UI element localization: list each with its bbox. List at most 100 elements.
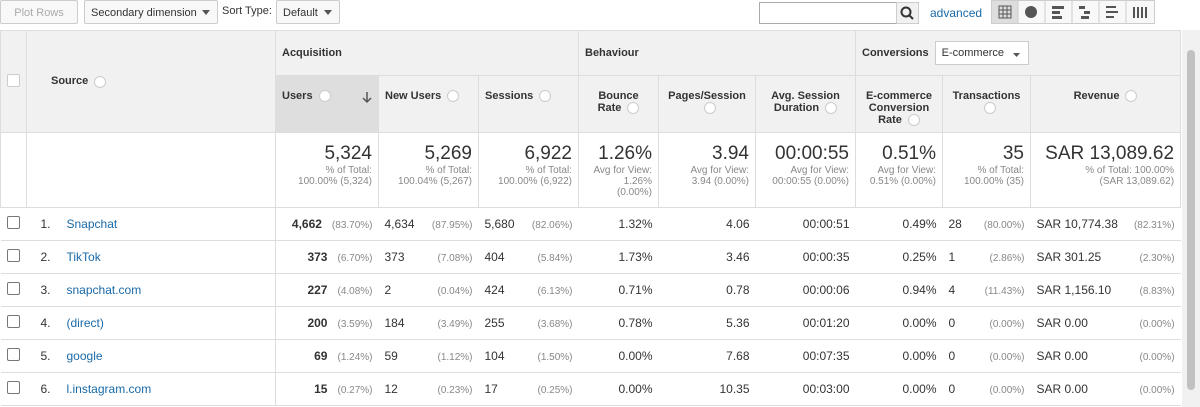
- metric-cell: 00:00:06: [755, 273, 856, 307]
- help-icon[interactable]: [447, 90, 460, 103]
- source-link[interactable]: l.instagram.com: [66, 382, 152, 396]
- metric-percent: (82.31%): [1133, 220, 1175, 231]
- help-icon[interactable]: [627, 102, 640, 115]
- row-checkbox[interactable]: [7, 249, 20, 262]
- source-link[interactable]: Snapchat: [66, 217, 118, 231]
- column-header[interactable]: Users: [275, 75, 379, 133]
- metric-pair: 0 (0.00%): [949, 349, 1025, 363]
- metric-value: SAR 1,156.10: [1036, 283, 1112, 297]
- metric-cell: 0.94%: [855, 273, 943, 307]
- search-box[interactable]: [759, 2, 919, 24]
- metric-cell: 1 (2.86%): [942, 240, 1031, 274]
- dropdown-arrow: [324, 10, 332, 15]
- metric-pair: 0 (0.00%): [949, 382, 1025, 396]
- total-subtext: (0.00%): [616, 187, 652, 198]
- column-header[interactable]: New Users: [378, 75, 479, 133]
- source-link[interactable]: google: [66, 349, 103, 363]
- data-row: 1. Snapchat 4,662 (83.70%) 4,634 (87.95%) 5,68…: [0, 207, 1181, 241]
- metric-cell: SAR 1,156.10 (8.83%): [1030, 273, 1181, 307]
- metric-percent: (0.00%): [1139, 319, 1175, 330]
- scrollbar-thumb[interactable]: [1187, 50, 1195, 390]
- data-row: 6. l.instagram.com 15 (0.27%) 12 (0.23%) 17 (0.…: [0, 372, 1181, 406]
- data-row: 4. (direct) 200 (3.59%) 184 (3.49%) 255 (3.68%)…: [0, 306, 1181, 340]
- row-checkbox[interactable]: [7, 282, 20, 295]
- row-checkbox[interactable]: [7, 381, 20, 394]
- metric-percent: (0.00%): [989, 385, 1025, 396]
- help-icon[interactable]: [704, 102, 716, 115]
- total-value: 35: [1002, 143, 1024, 164]
- scrollbar[interactable]: [1182, 30, 1200, 407]
- metric-cell: 4,662 (83.70%): [275, 207, 379, 241]
- column-header[interactable]: Pages/Session: [658, 75, 756, 133]
- total-cell: 5,324% of Total: 100.00% (5,324): [275, 132, 379, 208]
- metric-cell: 17 (0.25%): [478, 372, 579, 406]
- metric-pair: 5,680 (82.06%): [485, 217, 573, 231]
- column-header[interactable]: Avg. Session Duration: [755, 75, 856, 133]
- row-checkbox[interactable]: [7, 348, 20, 361]
- metric-value: 255: [484, 316, 505, 330]
- total-cell: 5,269% of Total: 100.04% (5,267): [378, 132, 479, 208]
- help-icon[interactable]: [318, 90, 331, 103]
- help-icon[interactable]: [1125, 90, 1138, 103]
- secondary-dimension-dropdown[interactable]: Secondary dimension: [84, 0, 218, 24]
- sort-arrow: [362, 92, 372, 104]
- source-link[interactable]: (direct): [66, 316, 104, 330]
- metric-value: 200: [307, 316, 328, 330]
- source-header[interactable]: Source: [26, 30, 276, 133]
- metric-cell: SAR 301.25 (2.30%): [1030, 240, 1181, 274]
- column-header[interactable]: E-commerce Conversion Rate: [855, 75, 943, 133]
- help-icon[interactable]: [539, 90, 552, 103]
- row-checkbox[interactable]: [7, 216, 20, 229]
- metric-pair: 373 (7.08%): [385, 250, 473, 264]
- metric-percent: (80.00%): [983, 220, 1025, 231]
- metric-value: 1.73%: [618, 250, 653, 264]
- metric-cell: 1.32%: [578, 207, 659, 241]
- metric-value: 104: [484, 349, 505, 363]
- source-link[interactable]: snapchat.com: [66, 283, 142, 297]
- help-icon[interactable]: [983, 102, 996, 115]
- metric-cell: 0.00%: [855, 306, 943, 340]
- metric-value: 0.00%: [902, 316, 937, 330]
- metric-cell: 1.73%: [578, 240, 659, 274]
- metric-cell: 0.71%: [578, 273, 659, 307]
- row-rank: 6.: [40, 382, 51, 396]
- metric-cell: 0 (0.00%): [942, 339, 1031, 373]
- metric-cell: 2 (0.04%): [378, 273, 479, 307]
- source-link[interactable]: TikTok: [66, 250, 101, 264]
- column-header[interactable]: Sessions: [478, 75, 579, 133]
- metric-pair: 255 (3.68%): [485, 316, 573, 330]
- view-switcher[interactable]: [991, 0, 1155, 24]
- advanced-link[interactable]: advanced: [930, 6, 983, 20]
- help-icon[interactable]: [825, 102, 838, 115]
- total-cell: 0.51% Avg for View: 0.51% (0.00%): [855, 132, 943, 208]
- metric-cell: 59 (1.12%): [378, 339, 479, 373]
- metric-pair: 424 (6.13%): [485, 283, 573, 297]
- metric-cell: 10.35: [658, 372, 756, 406]
- metric-value: 227: [307, 283, 328, 297]
- metric-pair: SAR 301.25 (2.30%): [1037, 250, 1175, 264]
- conversion-select[interactable]: E-commerce: [934, 41, 1029, 65]
- column-header[interactable]: Transactions: [942, 75, 1031, 133]
- help-icon[interactable]: [94, 75, 107, 88]
- metric-percent: (1.24%): [337, 352, 373, 363]
- column-header[interactable]: Bounce Rate: [578, 75, 659, 133]
- row-checkbox-cell: [0, 207, 27, 241]
- help-icon[interactable]: [907, 114, 920, 127]
- metric-cell: 5.36: [658, 306, 756, 340]
- total-subtext: 1.26%: [623, 176, 652, 187]
- column-header[interactable]: Revenue: [1029, 75, 1182, 133]
- row-checkbox[interactable]: [7, 315, 20, 328]
- total-cell: 35% of Total: 100.00% (35): [942, 132, 1031, 208]
- metric-percent: (7.08%): [437, 253, 473, 264]
- metric-percent: (6.70%): [337, 253, 373, 264]
- sort-type-dropdown[interactable]: Default: [276, 0, 340, 24]
- metric-cell: 373 (7.08%): [378, 240, 479, 274]
- search-button[interactable]: [896, 2, 919, 24]
- plot-rows-button[interactable]: Plot Rows: [0, 0, 78, 24]
- select-all-checkbox[interactable]: [7, 73, 20, 87]
- total-value: SAR 13,089.62: [1045, 143, 1175, 164]
- metric-value: 15: [314, 382, 328, 396]
- metric-value: 59: [384, 349, 398, 363]
- metric-value: 0.78%: [618, 316, 653, 330]
- metric-value: 0.00%: [902, 382, 937, 396]
